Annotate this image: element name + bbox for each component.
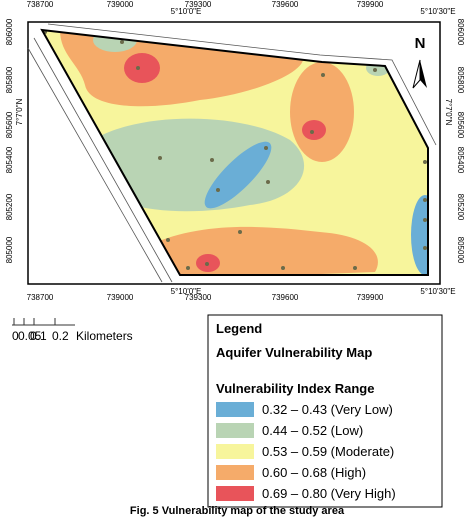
sample-point bbox=[310, 130, 314, 134]
caption: Fig. 5 Vulnerability map of the study ar… bbox=[130, 505, 345, 517]
north-label: N bbox=[415, 35, 426, 52]
top-coord-label: 5°10'30"E bbox=[420, 7, 455, 16]
top-coord-label: 739300 bbox=[185, 0, 212, 9]
sample-point bbox=[423, 218, 427, 222]
legend-label: 0.69 – 0.80 (Very High) bbox=[262, 486, 396, 501]
legend-swatch bbox=[216, 402, 254, 417]
sample-point bbox=[120, 40, 124, 44]
right-coord-label: 805000 bbox=[456, 237, 465, 264]
sample-point bbox=[136, 66, 140, 70]
legend-swatch bbox=[216, 465, 254, 480]
right-coord-label: 805400 bbox=[456, 147, 465, 174]
legend-swatch bbox=[216, 423, 254, 438]
right-coord-label: 7°7'0"N bbox=[444, 99, 453, 126]
left-coord-label: 805400 bbox=[5, 146, 14, 173]
left-coord-label: 805600 bbox=[5, 111, 14, 138]
legend-swatch bbox=[216, 486, 254, 501]
sample-point bbox=[423, 160, 427, 164]
top-coord-label: 739000 bbox=[107, 0, 134, 9]
bottom-coord-label: 5°10'0"E bbox=[171, 287, 202, 296]
sample-point bbox=[423, 198, 427, 202]
legend-title: Legend bbox=[216, 321, 262, 336]
left-coord-label: 805800 bbox=[5, 66, 14, 93]
right-coord-label: 805800 bbox=[456, 67, 465, 94]
right-coord-label: 805200 bbox=[456, 194, 465, 221]
zone bbox=[80, 118, 305, 212]
sample-point bbox=[264, 146, 268, 150]
top-coord-label: 5°10'0"E bbox=[171, 7, 202, 16]
bottom-coord-label: 739600 bbox=[272, 293, 299, 302]
road bbox=[47, 23, 437, 146]
scale-label: 0.2 bbox=[52, 329, 69, 343]
legend-heading: Vulnerability Index Range bbox=[216, 381, 374, 396]
scale-unit: Kilometers bbox=[76, 329, 133, 343]
zone bbox=[411, 195, 428, 275]
top-coord-label: 739900 bbox=[357, 0, 384, 9]
sample-point bbox=[281, 266, 285, 270]
legend-label: 0.60 – 0.68 (High) bbox=[262, 465, 366, 480]
bottom-coord-label: 739300 bbox=[185, 293, 212, 302]
sample-point bbox=[266, 180, 270, 184]
zone bbox=[124, 53, 160, 83]
sample-point bbox=[166, 238, 170, 242]
road bbox=[27, 47, 163, 283]
legend-label: 0.32 – 0.43 (Very Low) bbox=[262, 402, 393, 417]
legend-swatch bbox=[216, 444, 254, 459]
sample-point bbox=[321, 73, 325, 77]
left-coord-label: 805200 bbox=[5, 193, 14, 220]
legend-label: 0.44 – 0.52 (Low) bbox=[262, 423, 363, 438]
bottom-coord-label: 739900 bbox=[357, 293, 384, 302]
zone bbox=[302, 120, 326, 140]
sample-point bbox=[158, 156, 162, 160]
top-coord-label: 738700 bbox=[27, 0, 54, 9]
right-coord-label: 806000 bbox=[456, 19, 465, 46]
sample-point bbox=[373, 68, 377, 72]
sample-point bbox=[205, 262, 209, 266]
boundary bbox=[40, 28, 429, 276]
bottom-coord-label: 738700 bbox=[27, 293, 54, 302]
sample-point bbox=[353, 266, 357, 270]
sample-point bbox=[210, 158, 214, 162]
left-coord-label: 805000 bbox=[5, 236, 14, 263]
sample-point bbox=[216, 188, 220, 192]
north-arrow: N bbox=[412, 35, 427, 89]
sample-point bbox=[238, 230, 242, 234]
sample-point bbox=[186, 266, 190, 270]
legend-subtitle: Aquifer Vulnerability Map bbox=[216, 345, 372, 360]
scale-label: 0 bbox=[12, 329, 19, 343]
left-coord-label: 806000 bbox=[5, 18, 14, 45]
scale-label: 0.1 bbox=[30, 329, 47, 343]
zone bbox=[204, 141, 272, 209]
right-coord-label: 805600 bbox=[456, 112, 465, 139]
scale-label: 0.05 bbox=[18, 329, 42, 343]
sample-point bbox=[423, 246, 427, 250]
zone bbox=[290, 62, 354, 162]
top-coord-label: 739600 bbox=[272, 0, 299, 9]
bottom-coord-label: 5°10'30"E bbox=[420, 287, 455, 296]
road bbox=[33, 37, 173, 283]
left-coord-label: 7°7'0"N bbox=[15, 98, 24, 125]
legend-label: 0.53 – 0.59 (Moderate) bbox=[262, 444, 394, 459]
bottom-coord-label: 739000 bbox=[107, 293, 134, 302]
